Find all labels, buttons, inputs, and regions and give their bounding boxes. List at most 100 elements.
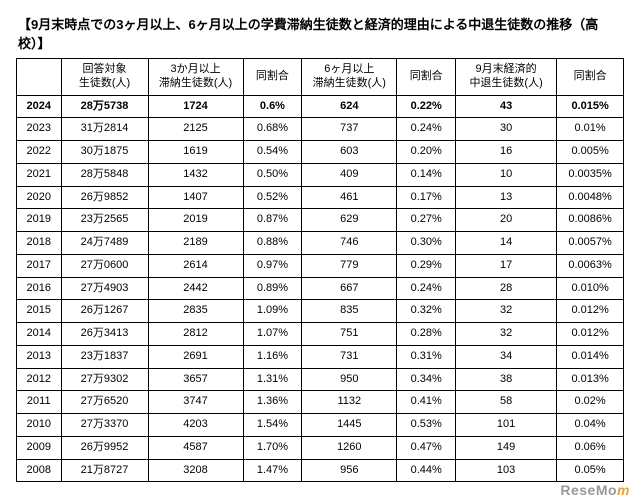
column-header: 同割合 xyxy=(243,59,302,96)
data-cell: 629 xyxy=(302,209,397,232)
data-cell: 0.87% xyxy=(243,209,302,232)
data-cell: 0.32% xyxy=(397,300,456,323)
data-cell: 23万2565 xyxy=(61,209,148,232)
data-cell: 0.29% xyxy=(397,254,456,277)
data-cell: 0.04% xyxy=(557,414,624,437)
column-header: 6ヶ月以上滞納生徒数(人) xyxy=(302,59,397,96)
year-cell: 2018 xyxy=(17,232,62,255)
data-cell: 30万1875 xyxy=(61,141,148,164)
data-cell: 3657 xyxy=(148,368,243,391)
year-cell: 2021 xyxy=(17,163,62,186)
data-cell: 0.0086% xyxy=(557,209,624,232)
data-cell: 2189 xyxy=(148,232,243,255)
data-cell: 43 xyxy=(456,95,557,118)
data-cell: 0.68% xyxy=(243,118,302,141)
data-cell: 0.31% xyxy=(397,345,456,368)
data-cell: 1260 xyxy=(302,436,397,459)
data-cell: 14 xyxy=(456,232,557,255)
data-cell: 1.07% xyxy=(243,323,302,346)
data-cell: 2691 xyxy=(148,345,243,368)
data-cell: 32 xyxy=(456,323,557,346)
data-cell: 13 xyxy=(456,186,557,209)
data-cell: 24万7489 xyxy=(61,232,148,255)
table-row: 202331万281421250.68%7370.24%300.01% xyxy=(17,118,624,141)
data-cell: 1.31% xyxy=(243,368,302,391)
year-cell: 2009 xyxy=(17,436,62,459)
data-cell: 667 xyxy=(302,277,397,300)
data-cell: 4587 xyxy=(148,436,243,459)
data-cell: 58 xyxy=(456,391,557,414)
year-cell: 2011 xyxy=(17,391,62,414)
data-cell: 31万2814 xyxy=(61,118,148,141)
data-cell: 0.0048% xyxy=(557,186,624,209)
data-cell: 950 xyxy=(302,368,397,391)
data-cell: 0.54% xyxy=(243,141,302,164)
table-row: 202128万584814320.50%4090.14%100.0035% xyxy=(17,163,624,186)
data-cell: 1132 xyxy=(302,391,397,414)
data-cell: 26万1267 xyxy=(61,300,148,323)
column-header: 回答対象生徒数(人) xyxy=(61,59,148,96)
data-cell: 27万6520 xyxy=(61,391,148,414)
data-cell: 103 xyxy=(456,459,557,482)
data-cell: 0.0035% xyxy=(557,163,624,186)
watermark-prefix: ReseMo xyxy=(560,482,617,498)
data-cell: 3208 xyxy=(148,459,243,482)
data-cell: 1445 xyxy=(302,414,397,437)
data-cell: 0.0063% xyxy=(557,254,624,277)
data-cell: 751 xyxy=(302,323,397,346)
year-cell: 2020 xyxy=(17,186,62,209)
year-cell: 2013 xyxy=(17,345,62,368)
data-cell: 101 xyxy=(456,414,557,437)
year-cell: 2024 xyxy=(17,95,62,118)
data-cell: 23万1837 xyxy=(61,345,148,368)
data-cell: 0.97% xyxy=(243,254,302,277)
table-row: 201027万337042031.54%14450.53%1010.04% xyxy=(17,414,624,437)
data-cell: 0.012% xyxy=(557,300,624,323)
data-cell: 0.44% xyxy=(397,459,456,482)
data-cell: 0.89% xyxy=(243,277,302,300)
data-cell: 624 xyxy=(302,95,397,118)
data-cell: 737 xyxy=(302,118,397,141)
data-cell: 2019 xyxy=(148,209,243,232)
data-cell: 27万3370 xyxy=(61,414,148,437)
data-cell: 28万5738 xyxy=(61,95,148,118)
column-header: 同割合 xyxy=(557,59,624,96)
data-cell: 0.53% xyxy=(397,414,456,437)
column-header xyxy=(17,59,62,96)
data-cell: 2125 xyxy=(148,118,243,141)
data-cell: 32 xyxy=(456,300,557,323)
data-cell: 27万9302 xyxy=(61,368,148,391)
year-cell: 2017 xyxy=(17,254,62,277)
data-cell: 2614 xyxy=(148,254,243,277)
data-cell: 26万3413 xyxy=(61,323,148,346)
table-row: 200821万872732081.47%9560.44%1030.05% xyxy=(17,459,624,482)
data-cell: 0.24% xyxy=(397,277,456,300)
data-cell: 0.50% xyxy=(243,163,302,186)
data-cell: 1.47% xyxy=(243,459,302,482)
table-row: 201127万652037471.36%11320.41%580.02% xyxy=(17,391,624,414)
data-cell: 38 xyxy=(456,368,557,391)
data-cell: 0.005% xyxy=(557,141,624,164)
data-cell: 149 xyxy=(456,436,557,459)
data-cell: 1432 xyxy=(148,163,243,186)
header-row: 回答対象生徒数(人)3か月以上滞納生徒数(人)同割合6ヶ月以上滞納生徒数(人)同… xyxy=(17,59,624,96)
data-cell: 0.02% xyxy=(557,391,624,414)
data-cell: 0.06% xyxy=(557,436,624,459)
data-cell: 0.013% xyxy=(557,368,624,391)
data-cell: 26万9952 xyxy=(61,436,148,459)
data-cell: 0.01% xyxy=(557,118,624,141)
data-cell: 0.30% xyxy=(397,232,456,255)
data-cell: 1.16% xyxy=(243,345,302,368)
data-cell: 1.36% xyxy=(243,391,302,414)
data-cell: 17 xyxy=(456,254,557,277)
data-cell: 1724 xyxy=(148,95,243,118)
data-cell: 2835 xyxy=(148,300,243,323)
data-cell: 0.88% xyxy=(243,232,302,255)
data-cell: 0.41% xyxy=(397,391,456,414)
data-cell: 20 xyxy=(456,209,557,232)
table-row: 200926万995245871.70%12600.47%1490.06% xyxy=(17,436,624,459)
year-cell: 2008 xyxy=(17,459,62,482)
year-cell: 2016 xyxy=(17,277,62,300)
year-cell: 2010 xyxy=(17,414,62,437)
data-cell: 26万9852 xyxy=(61,186,148,209)
